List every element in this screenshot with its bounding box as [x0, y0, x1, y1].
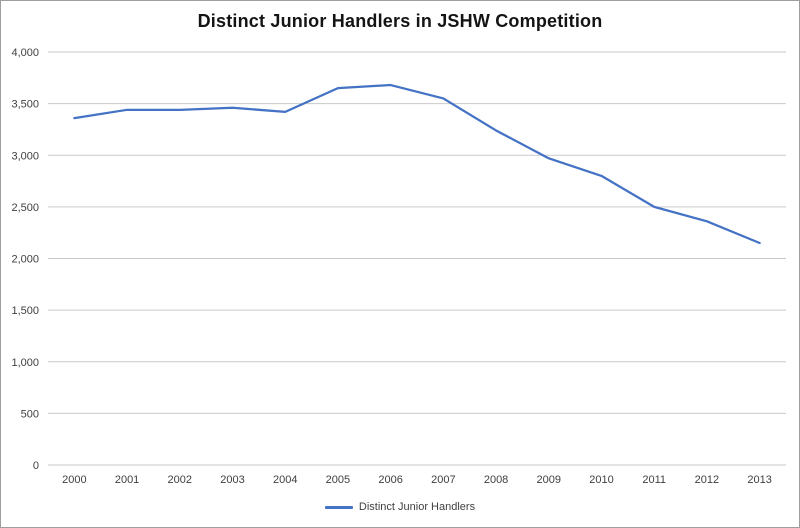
x-tick-label: 2004 — [273, 474, 297, 486]
x-tick-label: 2007 — [431, 474, 455, 486]
x-tick-label: 2006 — [378, 474, 402, 486]
x-tick-label: 2003 — [220, 474, 244, 486]
x-tick-label: 2012 — [695, 474, 719, 486]
legend-label: Distinct Junior Handlers — [358, 501, 476, 513]
y-tick-label: 2,500 — [11, 202, 39, 214]
data-line — [73, 83, 761, 245]
x-tick-label: 2010 — [589, 474, 613, 486]
y-tick-label: 3,000 — [11, 150, 39, 162]
x-tick-label: 2013 — [747, 474, 771, 486]
legend: Distinct Junior Handlers — [1, 498, 799, 516]
x-tick-label: 2008 — [484, 474, 508, 486]
legend-line-swatch — [324, 505, 353, 509]
y-tick-label: 500 — [21, 408, 39, 420]
y-tick-label: 3,500 — [11, 99, 39, 111]
y-tick-label: 2,000 — [11, 254, 39, 266]
y-tick-label: 0 — [33, 460, 39, 472]
x-tick-label: 2009 — [537, 474, 561, 486]
x-tick-label: 2001 — [115, 474, 139, 486]
y-tick-label: 4,000 — [11, 47, 39, 59]
x-tick-label: 2002 — [168, 474, 192, 486]
x-tick-label: 2005 — [326, 474, 350, 486]
x-tick-label: 2000 — [62, 474, 86, 486]
x-tick-label: 2011 — [642, 474, 666, 486]
chart-title: Distinct Junior Handlers in JSHW Competi… — [197, 11, 603, 31]
y-tick-label: 1,000 — [11, 357, 39, 369]
y-tick-label: 1,500 — [11, 305, 39, 317]
